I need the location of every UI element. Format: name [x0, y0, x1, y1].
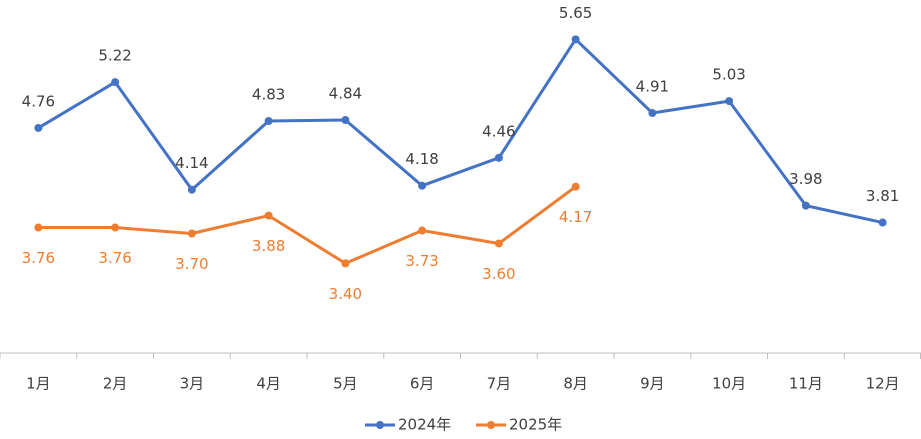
data-label: 5.03 — [712, 66, 745, 84]
series-line — [38, 185, 577, 265]
x-tick-label: 4月 — [256, 375, 281, 393]
x-tick-label: 5月 — [333, 375, 358, 393]
point — [34, 123, 43, 132]
point — [494, 239, 503, 248]
point — [187, 229, 196, 238]
point — [341, 259, 350, 268]
data-label: 3.76 — [22, 249, 55, 267]
x-tick-label: 3月 — [180, 375, 205, 393]
x-tick-label: 9月 — [640, 375, 665, 393]
legend-marker — [376, 421, 384, 429]
series-line — [37, 37, 883, 225]
point — [801, 201, 810, 210]
data-label: 3.76 — [98, 249, 131, 267]
data-label: 4.76 — [22, 92, 55, 110]
point — [878, 218, 887, 227]
data-label: 4.83 — [252, 85, 285, 103]
data-label: 3.81 — [866, 187, 899, 205]
point — [418, 181, 427, 190]
data-label: 3.70 — [175, 255, 208, 273]
point — [111, 78, 120, 87]
point — [34, 223, 43, 232]
data-label: 3.73 — [405, 252, 438, 270]
point — [571, 182, 580, 191]
x-tick-label: 6月 — [410, 375, 435, 393]
x-tick-label: 2月 — [103, 375, 128, 393]
data-label: 4.91 — [636, 78, 669, 96]
point — [264, 211, 273, 220]
point — [571, 35, 580, 44]
x-tick-label: 1月 — [26, 375, 51, 393]
data-label: 3.88 — [252, 237, 285, 255]
x-tick-label: 8月 — [563, 375, 588, 393]
x-tick-label: 10月 — [712, 375, 746, 393]
x-tick-label: 12月 — [866, 375, 900, 393]
data-label: 3.60 — [482, 265, 515, 283]
legend-label: 2025年 — [509, 416, 562, 434]
data-label: 4.46 — [482, 122, 515, 140]
x-tick-label: 7月 — [487, 375, 512, 393]
data-label: 3.98 — [789, 170, 822, 188]
data-label: 4.84 — [329, 85, 362, 103]
point — [264, 116, 273, 125]
point — [111, 223, 120, 232]
point — [494, 153, 503, 162]
data-label: 3.40 — [329, 285, 362, 303]
data-label: 5.65 — [559, 4, 592, 22]
point — [187, 185, 196, 194]
point — [418, 226, 427, 235]
data-label: 4.14 — [175, 154, 208, 172]
data-label: 4.18 — [405, 150, 438, 168]
point — [341, 116, 350, 125]
point — [648, 109, 657, 118]
legend-marker — [487, 421, 495, 429]
data-label: 5.22 — [98, 47, 131, 65]
x-tick-label: 11月 — [789, 375, 823, 393]
point — [725, 97, 734, 106]
legend-label: 2024年 — [398, 416, 451, 434]
data-label: 4.17 — [559, 208, 592, 226]
